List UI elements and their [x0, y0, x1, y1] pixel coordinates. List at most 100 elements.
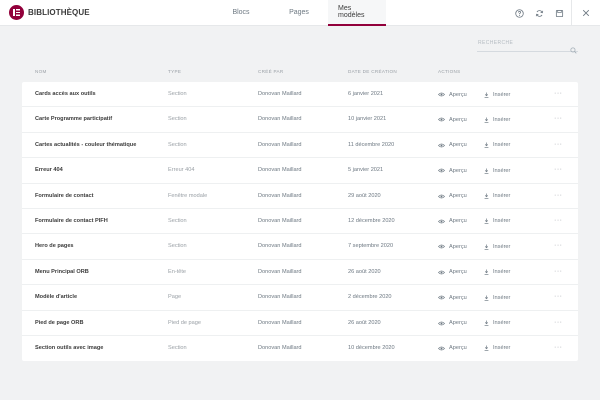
preview-button[interactable]: Aperçu	[438, 107, 467, 132]
preview-button[interactable]: Aperçu	[438, 133, 467, 158]
column-header-date: DATE DE CRÉATION	[348, 69, 398, 74]
eye-icon	[438, 321, 445, 325]
preview-button[interactable]: Aperçu	[438, 82, 467, 107]
insert-button[interactable]: Insérer	[484, 133, 510, 158]
preview-button[interactable]: Aperçu	[438, 285, 467, 310]
table-row[interactable]: Carte Programme participatif Section Don…	[22, 107, 578, 133]
table-row[interactable]: Formulaire de contact Fenêtre modale Don…	[22, 184, 578, 209]
table-row[interactable]: Cards accès aux outils Section Donovan M…	[22, 82, 578, 108]
insert-button[interactable]: Insérer	[484, 311, 510, 336]
more-options-icon[interactable]: ···	[554, 115, 563, 123]
template-name[interactable]: Formulaire de contact	[35, 192, 94, 199]
preview-button[interactable]: Aperçu	[438, 336, 467, 361]
table-row[interactable]: Formulaire de contact PIFH Section Donov…	[22, 209, 578, 235]
insert-button[interactable]: Insérer	[484, 107, 510, 132]
close-icon[interactable]	[576, 0, 596, 26]
template-type: Erreur 404	[168, 167, 195, 174]
download-icon	[484, 117, 489, 123]
preview-label: Aperçu	[449, 269, 467, 276]
search-field	[477, 38, 578, 54]
template-name[interactable]: Menu Principal ORB	[35, 268, 89, 275]
insert-label: Insérer	[493, 243, 511, 250]
elementor-logo-icon	[9, 5, 24, 20]
insert-button[interactable]: Insérer	[484, 336, 510, 361]
more-options-icon[interactable]: ···	[554, 267, 563, 275]
insert-button[interactable]: Insérer	[484, 209, 510, 234]
preview-button[interactable]: Aperçu	[438, 184, 467, 209]
more-options-icon[interactable]: ···	[554, 140, 563, 148]
template-author: Donovan Maillard	[258, 141, 302, 148]
table-row[interactable]: Modèle d'article Page Donovan Maillard 2…	[22, 285, 578, 311]
preview-button[interactable]: Aperçu	[438, 209, 467, 234]
eye-icon	[438, 270, 445, 275]
insert-button[interactable]: Insérer	[484, 82, 510, 107]
download-icon	[484, 142, 489, 149]
eye-icon	[438, 219, 445, 224]
download-icon	[484, 345, 489, 352]
template-type: Section	[168, 141, 187, 148]
save-icon[interactable]	[549, 0, 569, 26]
template-name[interactable]: Cartes actualités - couleur thématique	[35, 141, 137, 148]
preview-button[interactable]: Aperçu	[438, 260, 467, 285]
preview-button[interactable]: Aperçu	[438, 158, 467, 183]
sync-icon[interactable]	[529, 0, 549, 26]
more-options-icon[interactable]: ···	[554, 191, 563, 199]
preview-label: Aperçu	[449, 142, 467, 149]
template-author: Donovan Maillard	[258, 319, 302, 326]
template-name[interactable]: Cards accès aux outils	[35, 91, 96, 97]
insert-button[interactable]: Insérer	[484, 285, 510, 310]
eye-icon	[438, 194, 445, 198]
template-name[interactable]: Formulaire de contact PIFH	[35, 217, 108, 224]
insert-button[interactable]: Insérer	[484, 184, 510, 209]
help-icon[interactable]	[509, 0, 529, 26]
template-type: Fenêtre modale	[168, 192, 208, 199]
preview-label: Aperçu	[449, 116, 467, 123]
template-date: 10 décembre 2020	[348, 344, 395, 351]
search-input[interactable]	[478, 40, 562, 46]
table-row[interactable]: Pied de page ORB Pied de page Donovan Ma…	[22, 311, 578, 336]
table-row[interactable]: Erreur 404 Erreur 404 Donovan Maillard 5…	[22, 158, 578, 184]
template-name[interactable]: Pied de page ORB	[35, 319, 84, 326]
insert-label: Insérer	[493, 218, 511, 225]
more-options-icon[interactable]: ···	[554, 242, 563, 250]
template-name[interactable]: Section outils avec image	[35, 344, 104, 351]
template-name[interactable]: Erreur 404	[35, 167, 63, 174]
search-icon[interactable]	[570, 41, 577, 59]
more-options-icon[interactable]: ···	[554, 343, 563, 351]
tab-pages[interactable]: Pages	[289, 8, 309, 16]
template-name[interactable]: Modèle d'article	[35, 294, 78, 301]
download-icon	[484, 269, 489, 275]
insert-button[interactable]: Insérer	[484, 158, 510, 183]
preview-label: Aperçu	[449, 345, 467, 352]
library-header: BIBLIOTHÈQUE Blocs Pages Mes modèles	[0, 0, 600, 26]
tab-mes-modeles[interactable]: Mes modèles	[328, 0, 386, 26]
preview-button[interactable]: Aperçu	[438, 311, 467, 336]
template-type: Section	[168, 116, 187, 123]
tab-blocs[interactable]: Blocs	[232, 8, 250, 16]
table-row[interactable]: Hero de pages Section Donovan Maillard 7…	[22, 234, 578, 260]
download-icon	[484, 218, 489, 225]
more-options-icon[interactable]: ···	[554, 216, 563, 224]
eye-icon	[438, 118, 445, 122]
template-author: Donovan Maillard	[258, 294, 302, 301]
table-row[interactable]: Section outils avec image Section Donova…	[22, 336, 578, 361]
preview-label: Aperçu	[449, 167, 467, 174]
table-row[interactable]: Cartes actualités - couleur thématique S…	[22, 133, 578, 159]
insert-button[interactable]: Insérer	[484, 260, 510, 285]
insert-button[interactable]: Insérer	[484, 234, 510, 259]
eye-icon	[438, 168, 445, 173]
template-name[interactable]: Carte Programme participatif	[35, 116, 113, 123]
eye-icon	[438, 346, 445, 351]
download-icon	[484, 91, 489, 98]
table-row[interactable]: Menu Principal ORB En-tête Donovan Maill…	[22, 260, 578, 286]
template-date: 10 janvier 2021	[348, 116, 387, 123]
more-options-icon[interactable]: ···	[554, 293, 563, 301]
template-name[interactable]: Hero de pages	[35, 243, 74, 250]
preview-button[interactable]: Aperçu	[438, 234, 467, 259]
more-options-icon[interactable]: ···	[554, 318, 563, 326]
more-options-icon[interactable]: ···	[554, 166, 563, 174]
more-options-icon[interactable]: ···	[554, 90, 563, 97]
insert-label: Insérer	[493, 345, 511, 352]
template-type: Section	[168, 344, 187, 351]
insert-label: Insérer	[493, 294, 511, 301]
